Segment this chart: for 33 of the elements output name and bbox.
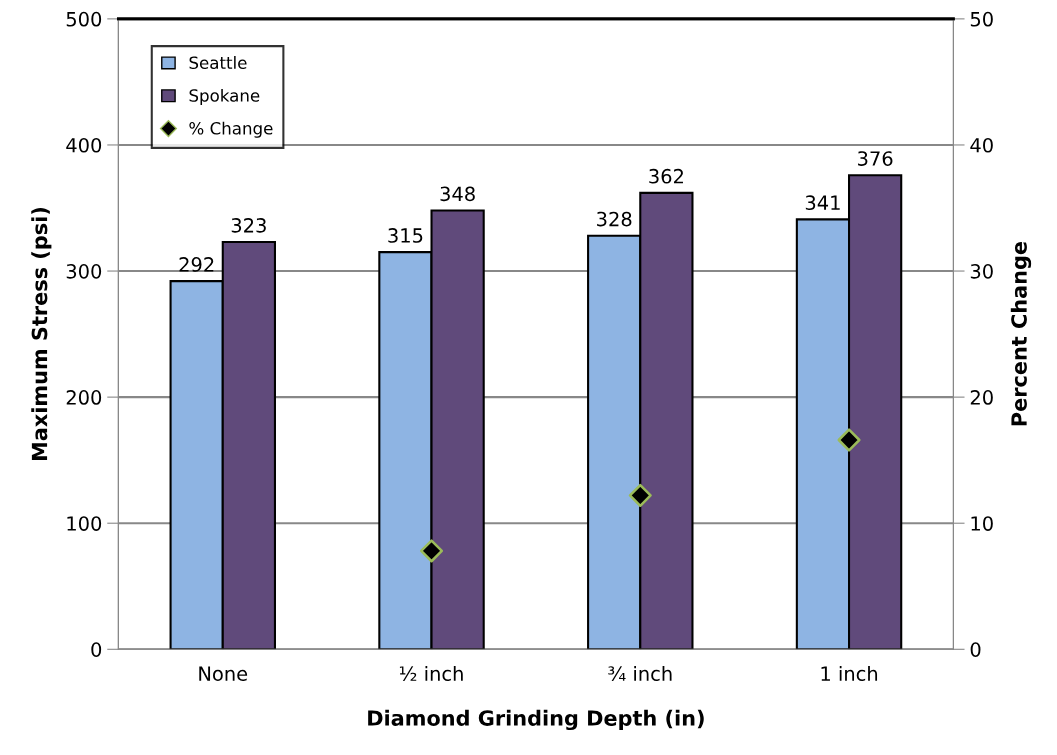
x-tick-label: ¾ inch [608,665,672,682]
data-label: 376 [858,151,893,166]
y2-tick-label: 50 [970,11,993,27]
legend-label: % Change [189,121,273,138]
y2-tick-label: 0 [970,642,981,657]
legend-label: Seattle [189,56,247,70]
y2-axis-title: Percent Change [1010,241,1032,426]
data-label: 362 [649,168,683,184]
data-label: 348 [440,186,475,202]
point [628,483,652,508]
point [419,539,444,563]
data-label: 292 [179,257,214,272]
y-axis-title: Maximum Stress (psi) [31,207,52,461]
data-label: 323 [231,218,266,233]
y-tick-label: 0 [91,642,102,657]
point [837,428,861,452]
y-tick-label: 300 [66,264,102,279]
y2-tick-label: 40 [970,137,993,153]
x-tick-label: ½ inch [399,665,463,682]
y-tick-label: 200 [66,390,102,405]
y-tick-label: 400 [66,137,102,153]
x-tick-label: 1 inch [821,665,878,682]
y2-tick-label: 10 [971,516,993,531]
y-tick-label: 500 [66,11,102,27]
data-label: 328 [597,211,632,227]
data-label: 341 [805,195,840,211]
y-tick-label: 100 [67,516,102,531]
x-axis-title: Diamond Grinding Depth (in) [368,709,704,731]
data-label: 315 [388,228,423,243]
y2-tick-label: 30 [970,264,993,279]
x-tick-label: None [199,666,248,682]
y2-tick-label: 20 [970,390,993,405]
legend-label: Spokane [189,88,260,106]
